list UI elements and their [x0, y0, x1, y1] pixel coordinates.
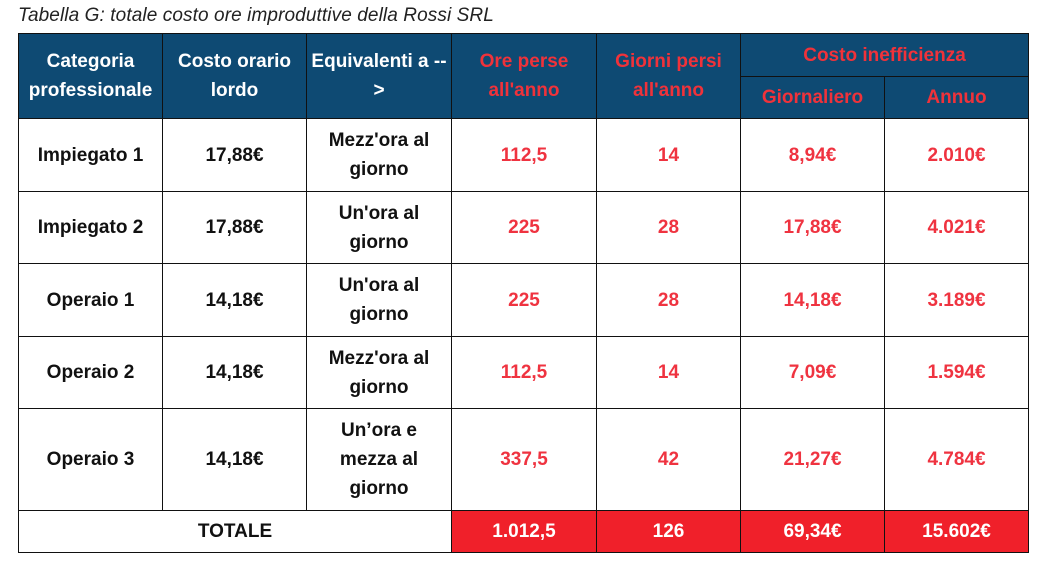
cell-giorni-persi: 28	[596, 191, 741, 264]
header-ore-perse: Ore perse all'anno	[451, 33, 597, 119]
cell-annuo: 3.189€	[883, 263, 1030, 337]
table-row: Impiegato 2 17,88€ Un'ora al giorno 225 …	[18, 191, 1030, 264]
cell-ore-perse: 225	[451, 191, 597, 264]
cell-giornaliero: 21,27€	[740, 408, 885, 511]
cell-annuo: 1.594€	[883, 336, 1030, 409]
header-giorni-persi: Giorni persi all'anno	[596, 33, 741, 119]
total-label: TOTALE	[18, 510, 452, 553]
cell-costo-orario: 17,88€	[162, 118, 307, 192]
cell-giornaliero: 7,09€	[740, 336, 885, 409]
cell-ore-perse: 112,5	[451, 336, 597, 409]
cell-categoria: Impiegato 2	[18, 191, 163, 264]
cell-categoria: Impiegato 1	[18, 118, 163, 192]
header-equivalenti: Equivalenti a -->	[306, 33, 452, 119]
total-row: TOTALE 1.012,5 126 69,34€ 15.602€	[18, 510, 1030, 553]
cell-equivalenti: Un'ora al giorno	[306, 191, 452, 264]
cell-giorni-persi: 14	[596, 336, 741, 409]
cell-ore-perse: 112,5	[451, 118, 597, 192]
cell-categoria: Operaio 3	[18, 408, 163, 511]
cell-annuo: 4.784€	[883, 408, 1030, 511]
cell-annuo: 2.010€	[883, 118, 1030, 192]
table-row: Impiegato 1 17,88€ Mezz'ora al giorno 11…	[18, 118, 1030, 192]
table-row: Operaio 3 14,18€ Un’ora e mezza al giorn…	[18, 408, 1030, 511]
header-categoria: Categoria professionale	[18, 33, 163, 119]
cell-equivalenti: Mezz'ora al giorno	[306, 118, 452, 192]
cell-costo-orario: 17,88€	[162, 191, 307, 264]
total-giorni-persi: 126	[596, 510, 741, 553]
cell-giorni-persi: 14	[596, 118, 741, 192]
total-annuo: 15.602€	[883, 510, 1030, 553]
header-costo-inefficienza: Costo inefficienza	[739, 33, 1030, 77]
header-costo-orario: Costo orario lordo	[162, 33, 307, 119]
cell-giornaliero: 14,18€	[740, 263, 885, 337]
cell-annuo: 4.021€	[883, 191, 1030, 264]
cost-table: Categoria professionale Costo orario lor…	[18, 33, 1030, 553]
cell-categoria: Operaio 2	[18, 336, 163, 409]
cell-costo-orario: 14,18€	[162, 263, 307, 337]
cell-giorni-persi: 28	[596, 263, 741, 337]
total-ore-perse: 1.012,5	[451, 510, 597, 553]
cell-ore-perse: 225	[451, 263, 597, 337]
cell-equivalenti: Un’ora e mezza al giorno	[306, 408, 452, 511]
header-annuo: Annuo	[883, 76, 1030, 119]
cell-ore-perse: 337,5	[451, 408, 597, 511]
cell-giornaliero: 8,94€	[740, 118, 885, 192]
table-caption: Tabella G: totale costo ore improduttive…	[18, 5, 494, 26]
cell-equivalenti: Mezz'ora al giorno	[306, 336, 452, 409]
table-row: Operaio 1 14,18€ Un'ora al giorno 225 28…	[18, 263, 1030, 337]
cell-giorni-persi: 42	[596, 408, 741, 511]
header-giornaliero: Giornaliero	[740, 76, 885, 119]
cell-costo-orario: 14,18€	[162, 336, 307, 409]
cell-costo-orario: 14,18€	[162, 408, 307, 511]
cell-giornaliero: 17,88€	[740, 191, 885, 264]
table-row: Operaio 2 14,18€ Mezz'ora al giorno 112,…	[18, 336, 1030, 409]
cell-categoria: Operaio 1	[18, 263, 163, 337]
cell-equivalenti: Un'ora al giorno	[306, 263, 452, 337]
total-giornaliero: 69,34€	[740, 510, 885, 553]
